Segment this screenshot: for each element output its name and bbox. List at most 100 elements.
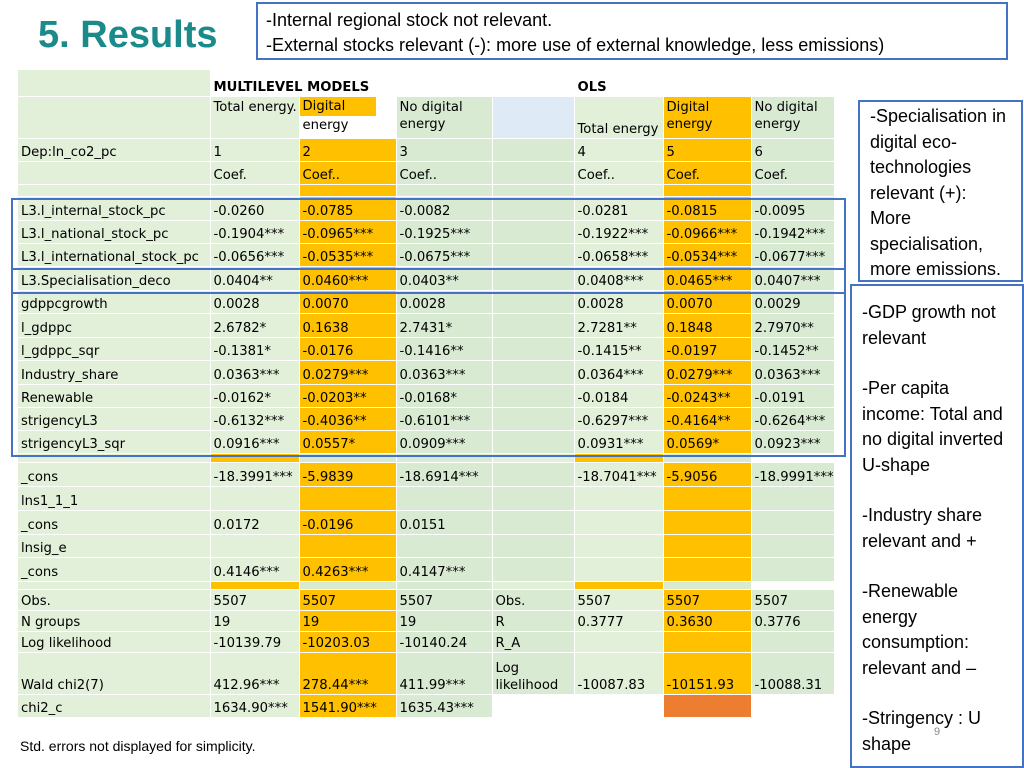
cell-value: 0.3776 xyxy=(751,610,835,632)
cell-value: 0.0465*** xyxy=(663,266,752,291)
cell-value: 1634.90*** xyxy=(210,694,300,718)
cell-value: -0.1416** xyxy=(396,337,493,361)
col-ols-digital-line-1: Digital xyxy=(666,99,710,115)
cell-value: -10087.83 xyxy=(574,652,664,695)
table-row: N groups 19 19 19 R 0.3777 0.3630 0.3776 xyxy=(18,610,856,632)
cell-value: 0.1638 xyxy=(299,313,397,338)
note-stringency: -Stringency : U shape xyxy=(862,708,982,754)
cell-value: -0.1381* xyxy=(210,337,300,361)
cell-value: -0.1922*** xyxy=(574,220,664,244)
col-ols-nodigital-line-2: energy xyxy=(754,116,801,132)
cell-value: -0.0082 xyxy=(396,196,493,221)
ols-stat-label: Log likelihood xyxy=(492,652,575,695)
col-num: 1 xyxy=(210,138,300,162)
cell-value: -18.9991*** xyxy=(751,462,835,487)
row-label: lns1_1_1 xyxy=(18,486,211,511)
cell-value: 1541.90*** xyxy=(299,694,397,718)
table-row: lns1_1_1 xyxy=(18,486,856,511)
table-header-row: MULTILEVEL MODELS OLS xyxy=(18,70,856,97)
slide-title: 5. Results xyxy=(38,14,218,56)
cell-value: -0.6101*** xyxy=(396,407,493,431)
cell-value: 0.0364*** xyxy=(574,360,664,385)
table-row: Obs. 5507 5507 5507 Obs. 5507 5507 5507 xyxy=(18,589,856,611)
cell-value: 0.3630 xyxy=(663,610,752,632)
table-row: L3.Specialisation_deco 0.0404** 0.0460*** 0… xyxy=(18,266,856,291)
row-label: chi2_c xyxy=(18,694,211,718)
cell-value: 412.96*** xyxy=(210,652,300,695)
cell-value: 5507 xyxy=(574,589,664,611)
ols-stat-label: R xyxy=(492,610,575,632)
row-label: strigencyL3_sqr xyxy=(18,430,211,454)
col-nodigital-line-1: No digital xyxy=(399,99,463,115)
cell-value: -0.0191 xyxy=(751,384,835,408)
cell-value: -5.9056 xyxy=(663,462,752,487)
note-gdp-growth: -GDP growth not relevant xyxy=(862,302,996,348)
col-num: 2 xyxy=(299,138,397,162)
cell-value: 0.0363*** xyxy=(396,360,493,385)
table-row: L3.l_internal_stock_pc -0.0260 -0.0785 -0.0… xyxy=(18,196,856,221)
col-num: 5 xyxy=(663,138,752,162)
cell-value: -0.0785 xyxy=(299,196,397,221)
cell-value: 0.0028 xyxy=(574,290,664,314)
row-label: lnsig_e xyxy=(18,534,211,558)
row-label: gdppcgrowth xyxy=(18,290,211,314)
cell-value: -0.0243** xyxy=(663,384,752,408)
multilevel-header: MULTILEVEL MODELS xyxy=(210,70,397,97)
side-note-controls: -GDP growth not relevant -Per capita inc… xyxy=(850,284,1024,768)
cell-value: 0.0029 xyxy=(751,290,835,314)
cell-value: -10139.79 xyxy=(210,631,300,653)
row-label: N groups xyxy=(18,610,211,632)
note-per-capita-income: -Per capita income: Total and no digital… xyxy=(862,378,1004,475)
footnote: Std. errors not displayed for simplicity… xyxy=(20,738,256,754)
table-row: _cons -18.3991*** -5.9839 -18.6914*** -18.70… xyxy=(18,462,856,487)
table-row: l_gdppc_sqr -0.1381* -0.0176 -0.1416** -0.14… xyxy=(18,337,856,361)
cell-value: -0.1415** xyxy=(574,337,664,361)
cell-value: 0.0028 xyxy=(396,290,493,314)
specialisation-row-box xyxy=(11,268,846,294)
table-row: L3.l_national_stock_pc -0.1904*** -0.0965*… xyxy=(18,220,856,244)
cell-value: -0.0184 xyxy=(574,384,664,408)
cell-value: -0.0203** xyxy=(299,384,397,408)
table-row: strigencyL3_sqr 0.0916*** 0.0557* 0.0909***… xyxy=(18,430,856,454)
cell-value: 2.7431* xyxy=(396,313,493,338)
cell-value: 2.7281** xyxy=(574,313,664,338)
cell-value: 0.0931*** xyxy=(574,430,664,454)
cell-value: -10088.31 xyxy=(751,652,835,695)
table-row: Log likelihood -10139.79 -10203.03 -10140.2… xyxy=(18,631,856,653)
col-total-energy: Total energy. xyxy=(210,96,300,139)
note-renewable: -Renewable energy consumption: relevant … xyxy=(862,581,977,678)
cell-value: 411.99*** xyxy=(396,652,493,695)
cell-value: -0.1942*** xyxy=(751,220,835,244)
ols-stat-label: R_A xyxy=(492,631,575,653)
cell-value: 5507 xyxy=(210,589,300,611)
cell-value: -0.0656*** xyxy=(210,243,300,267)
cell-value: -18.3991*** xyxy=(210,462,300,487)
row-label: Obs. xyxy=(18,589,211,611)
ols-stat-label: Obs. xyxy=(492,589,575,611)
cell-value: 0.0407*** xyxy=(751,266,835,291)
cell-value: -0.1452** xyxy=(751,337,835,361)
row-label: strigencyL3 xyxy=(18,407,211,431)
stock-rows-box xyxy=(11,198,846,270)
cell-value: 0.4263*** xyxy=(299,557,397,582)
col-num: 4 xyxy=(574,138,664,162)
row-label: L3.Specialisation_deco xyxy=(18,266,211,291)
cell-value: 2.7970** xyxy=(751,313,835,338)
col-ols-nodigital-line-1: No digital xyxy=(754,99,818,115)
row-label: L3.l_international_stock_pc xyxy=(18,243,211,267)
cell-value: -0.0260 xyxy=(210,196,300,221)
cell-value: 0.0403** xyxy=(396,266,493,291)
cell-value: 0.0172 xyxy=(210,510,300,535)
cell-value: -0.0196 xyxy=(299,510,397,535)
cell-value: 0.0404** xyxy=(210,266,300,291)
coef-label: Coef. xyxy=(751,161,835,185)
cell-value: 19 xyxy=(299,610,397,632)
cell-value: -0.0815 xyxy=(663,196,752,221)
row-label: Industry_share xyxy=(18,360,211,385)
cell-value: -10203.03 xyxy=(299,631,397,653)
col-digital-line-1: Digital xyxy=(299,96,376,116)
cell-value: -0.0095 xyxy=(751,196,835,221)
col-digital-line-2: energy xyxy=(302,117,349,133)
top-note-box: -Internal regional stock not relevant. -… xyxy=(256,2,1008,60)
cell-value: -10151.93 xyxy=(663,652,752,695)
